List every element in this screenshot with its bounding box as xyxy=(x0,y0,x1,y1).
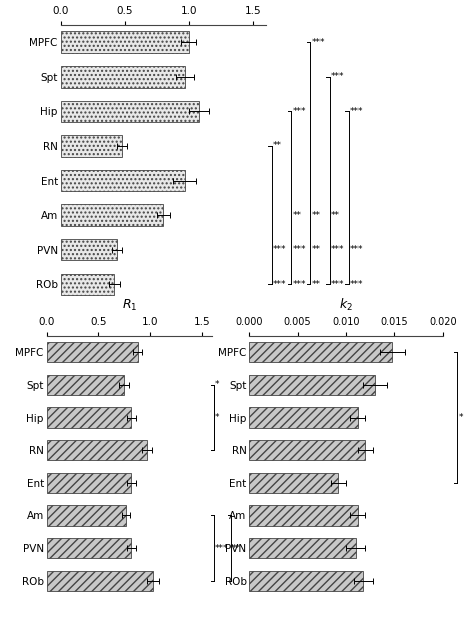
Title: $k_2$: $k_2$ xyxy=(339,297,353,313)
Text: **: ** xyxy=(292,211,302,220)
Bar xyxy=(249,473,338,493)
Bar xyxy=(47,440,147,460)
Title: $R_1$: $R_1$ xyxy=(122,297,137,313)
Text: ***: *** xyxy=(215,544,228,552)
Text: **: ** xyxy=(312,211,321,220)
Bar xyxy=(61,274,115,295)
Text: **: ** xyxy=(331,211,340,220)
Bar xyxy=(47,407,131,428)
Text: ***: *** xyxy=(331,72,344,81)
Text: *: * xyxy=(215,381,219,389)
Text: ***: *** xyxy=(350,245,363,254)
Bar xyxy=(249,374,375,395)
Bar xyxy=(61,66,185,88)
Text: ***: *** xyxy=(350,107,363,116)
Bar xyxy=(249,538,356,559)
Text: ***: *** xyxy=(273,280,287,289)
Text: ***: *** xyxy=(273,245,287,254)
Bar xyxy=(249,342,392,363)
Bar xyxy=(61,101,199,122)
Text: *: * xyxy=(215,413,219,422)
Bar xyxy=(47,570,153,591)
Bar xyxy=(249,505,357,526)
Text: **: ** xyxy=(312,280,321,289)
Bar xyxy=(47,505,126,526)
Bar xyxy=(47,473,131,493)
Bar xyxy=(249,407,357,428)
Text: ***: *** xyxy=(331,280,344,289)
Bar xyxy=(61,239,117,261)
Text: ***: *** xyxy=(292,107,306,116)
Text: **: ** xyxy=(312,245,321,254)
Text: ***: *** xyxy=(350,280,363,289)
Bar xyxy=(47,374,124,395)
Text: ***: *** xyxy=(312,38,325,47)
Text: **: ** xyxy=(273,141,282,151)
Bar xyxy=(249,440,365,460)
Bar xyxy=(61,135,122,157)
Bar xyxy=(61,205,163,226)
Bar xyxy=(61,170,185,192)
Bar xyxy=(47,342,137,363)
Bar xyxy=(47,538,131,559)
Text: **: ** xyxy=(232,544,240,552)
Bar xyxy=(249,570,363,591)
Text: ***: *** xyxy=(292,245,306,254)
Text: ***: *** xyxy=(331,245,344,254)
Text: *: * xyxy=(458,413,463,422)
Text: ***: *** xyxy=(292,280,306,289)
Bar xyxy=(61,32,189,53)
